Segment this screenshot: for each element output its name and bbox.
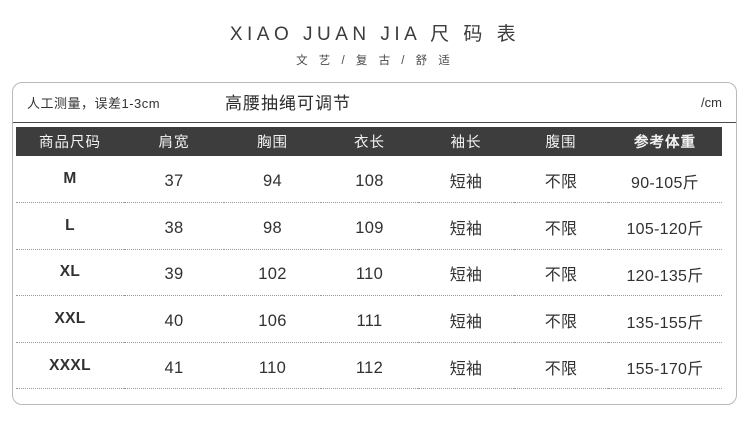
column-header-shoulder: 肩宽: [158, 135, 190, 151]
cell-sleeve: 短袖: [418, 342, 514, 390]
size-table-body: M 37 94 108 短袖 不限 90-105斤 L 38 98 109 短袖: [16, 156, 722, 390]
table-row: L 38 98 109 短袖 不限 105-120斤: [16, 202, 722, 250]
cell-sleeve: 短袖: [418, 249, 514, 297]
page-title: XIAO JUAN JIA 尺 码 表: [229, 24, 521, 45]
cell-shoulder: 40: [124, 295, 224, 343]
cell-waist: 不限: [514, 156, 608, 204]
size-table-wrapper: 商品尺码 肩宽 胸围 衣长 袖长 腹围 参考体重 M 37 94 108: [13, 123, 736, 390]
size-chart-card: 人工测量，误差1-3cm 高腰抽绳可调节 /cm 商品尺码 肩宽 胸围 衣长 袖…: [12, 82, 737, 405]
measurement-note: 人工测量，误差1-3cm: [27, 96, 161, 111]
unit-label: /cm: [701, 95, 722, 110]
cell-size: XL: [16, 249, 124, 297]
column-header-length: 衣长: [354, 135, 385, 151]
table-row: M 37 94 108 短袖 不限 90-105斤: [16, 156, 722, 204]
cell-waist: 不限: [514, 249, 608, 297]
table-row: XXXL 41 110 112 短袖 不限 155-170斤: [16, 342, 722, 390]
cell-length: 111: [321, 295, 418, 343]
page-subtitle: 文 艺 / 复 古 / 舒 适: [296, 55, 454, 67]
cell-sleeve: 短袖: [418, 295, 514, 343]
cell-bust: 94: [224, 156, 321, 204]
cell-shoulder: 38: [124, 202, 224, 250]
cell-size: XXXL: [16, 342, 124, 390]
cell-weight: 90-105斤: [608, 156, 722, 204]
cell-size: M: [16, 156, 124, 204]
cell-sleeve: 短袖: [418, 202, 514, 250]
column-header-weight: 参考体重: [634, 135, 696, 151]
cell-waist: 不限: [514, 202, 608, 250]
table-row: XXL 40 106 111 短袖 不限 135-155斤: [16, 295, 722, 343]
cell-length: 109: [321, 202, 418, 250]
cell-bust: 110: [224, 342, 321, 390]
cell-shoulder: 41: [124, 342, 224, 390]
cell-weight: 120-135斤: [608, 249, 722, 297]
measurement-info-bar: 人工测量，误差1-3cm 高腰抽绳可调节 /cm: [13, 83, 736, 123]
cell-length: 108: [321, 156, 418, 204]
column-header-bust: 胸围: [257, 135, 288, 151]
cell-bust: 102: [224, 249, 321, 297]
table-row: XL 39 102 110 短袖 不限 120-135斤: [16, 249, 722, 297]
cell-length: 112: [321, 342, 418, 390]
cell-bust: 106: [224, 295, 321, 343]
size-table: 商品尺码 肩宽 胸围 衣长 袖长 腹围 参考体重 M 37 94 108: [16, 127, 722, 390]
cell-shoulder: 37: [124, 156, 224, 204]
title-block: XIAO JUAN JIA 尺 码 表 文 艺 / 复 古 / 舒 适: [0, 22, 750, 69]
product-feature-note: 高腰抽绳可调节: [225, 94, 351, 113]
cell-size: L: [16, 202, 124, 250]
column-header-size: 商品尺码: [39, 135, 101, 151]
cell-length: 110: [321, 249, 418, 297]
cell-weight: 155-170斤: [608, 342, 722, 390]
cell-sleeve: 短袖: [418, 156, 514, 204]
cell-waist: 不限: [514, 342, 608, 390]
cell-waist: 不限: [514, 295, 608, 343]
cell-shoulder: 39: [124, 249, 224, 297]
cell-weight: 105-120斤: [608, 202, 722, 250]
size-table-header: 商品尺码 肩宽 胸围 衣长 袖长 腹围 参考体重: [16, 127, 722, 156]
cell-weight: 135-155斤: [608, 295, 722, 343]
header-row: 商品尺码 肩宽 胸围 衣长 袖长 腹围 参考体重: [16, 127, 722, 156]
column-header-waist: 腹围: [545, 135, 577, 151]
cell-bust: 98: [224, 202, 321, 250]
cell-size: XXL: [16, 295, 124, 343]
column-header-sleeve: 袖长: [450, 135, 482, 151]
